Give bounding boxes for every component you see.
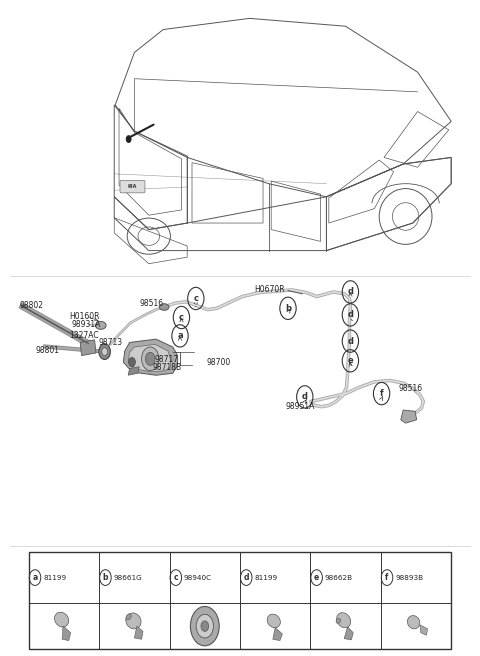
Ellipse shape bbox=[408, 615, 420, 629]
Circle shape bbox=[196, 614, 214, 638]
Text: a: a bbox=[33, 573, 37, 582]
Text: 98893B: 98893B bbox=[395, 575, 423, 581]
Ellipse shape bbox=[336, 613, 351, 628]
Text: 98718B: 98718B bbox=[153, 363, 182, 372]
Text: e: e bbox=[314, 573, 319, 582]
Text: c: c bbox=[193, 294, 198, 303]
Polygon shape bbox=[128, 367, 139, 375]
Text: f: f bbox=[385, 573, 389, 582]
Polygon shape bbox=[344, 626, 353, 640]
Circle shape bbox=[99, 344, 110, 359]
Polygon shape bbox=[401, 410, 417, 423]
Circle shape bbox=[142, 347, 159, 371]
FancyBboxPatch shape bbox=[29, 552, 451, 649]
Circle shape bbox=[201, 621, 209, 631]
Text: KIA: KIA bbox=[128, 184, 137, 189]
Circle shape bbox=[145, 352, 155, 365]
Text: 98801: 98801 bbox=[36, 346, 60, 355]
Circle shape bbox=[129, 358, 135, 367]
Text: 98700: 98700 bbox=[206, 358, 231, 367]
Polygon shape bbox=[62, 626, 71, 640]
Polygon shape bbox=[134, 626, 143, 639]
Circle shape bbox=[126, 135, 132, 143]
Text: 81199: 81199 bbox=[43, 575, 66, 581]
Ellipse shape bbox=[267, 614, 280, 628]
Polygon shape bbox=[128, 344, 170, 372]
Text: b: b bbox=[285, 304, 291, 313]
Polygon shape bbox=[273, 627, 282, 640]
Text: H0160R: H0160R bbox=[70, 312, 100, 321]
Polygon shape bbox=[123, 339, 178, 375]
Text: 1327AC: 1327AC bbox=[70, 331, 99, 340]
Text: 98661G: 98661G bbox=[114, 575, 143, 581]
Text: d: d bbox=[348, 287, 353, 297]
Text: 98516: 98516 bbox=[139, 298, 163, 308]
Text: b: b bbox=[103, 573, 108, 582]
Text: c: c bbox=[174, 573, 178, 582]
Circle shape bbox=[191, 606, 219, 646]
Text: a: a bbox=[177, 331, 183, 340]
Ellipse shape bbox=[126, 613, 141, 629]
Text: 98713: 98713 bbox=[98, 338, 122, 347]
Ellipse shape bbox=[55, 612, 69, 627]
Text: e: e bbox=[348, 356, 353, 365]
Text: 98951A: 98951A bbox=[286, 402, 315, 411]
Text: c: c bbox=[179, 313, 184, 322]
Text: 98802: 98802 bbox=[19, 300, 43, 310]
Text: d: d bbox=[243, 573, 249, 582]
Text: d: d bbox=[348, 310, 353, 319]
Text: 98931A: 98931A bbox=[71, 320, 100, 329]
Polygon shape bbox=[420, 625, 428, 635]
FancyBboxPatch shape bbox=[120, 180, 145, 193]
Text: d: d bbox=[302, 392, 308, 401]
Text: 98662B: 98662B bbox=[325, 575, 353, 581]
Ellipse shape bbox=[336, 619, 341, 623]
Text: 98940C: 98940C bbox=[184, 575, 212, 581]
Text: 98516: 98516 bbox=[398, 384, 422, 393]
Text: 98717: 98717 bbox=[155, 355, 179, 364]
Circle shape bbox=[102, 348, 108, 356]
Polygon shape bbox=[80, 340, 96, 356]
Text: H0670R: H0670R bbox=[254, 285, 285, 295]
Text: 81199: 81199 bbox=[254, 575, 277, 581]
Ellipse shape bbox=[126, 614, 132, 620]
Ellipse shape bbox=[96, 321, 106, 329]
Ellipse shape bbox=[159, 304, 169, 310]
Text: f: f bbox=[380, 389, 384, 398]
Text: d: d bbox=[348, 337, 353, 346]
